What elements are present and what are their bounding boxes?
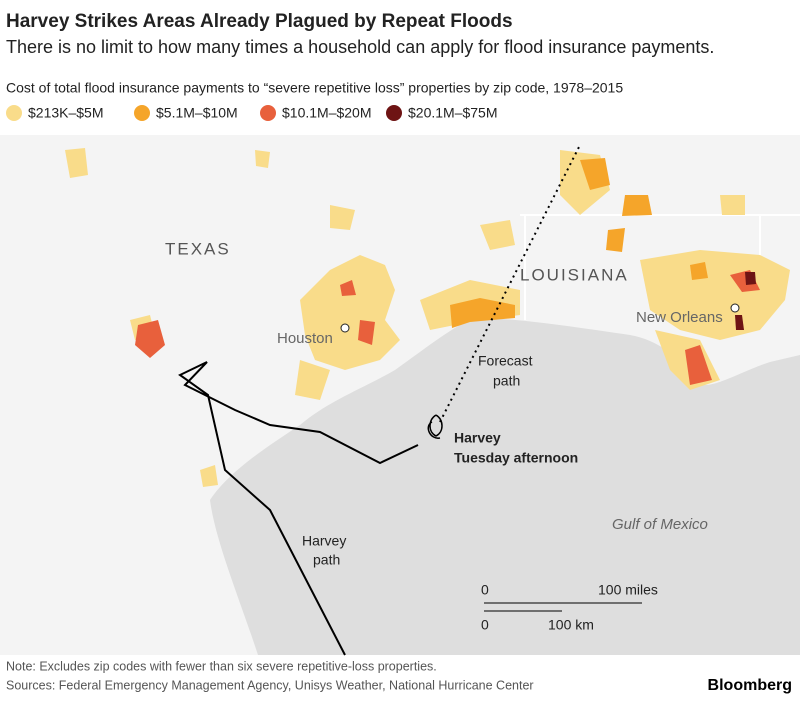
flood-zone [720,195,745,215]
scale-label: 100 km [548,617,594,633]
flood-zone [358,320,375,345]
city-label: Houston [277,330,333,347]
flood-zone [685,345,712,385]
flood-zone [65,148,88,178]
flood-zone [690,262,708,280]
harvey-label: Tuesday afternoon [454,450,578,466]
harvey-path [178,361,419,656]
sources: Sources: Federal Emergency Management Ag… [6,678,534,692]
harvey-label: Harvey [454,430,501,446]
flood-zone [735,315,744,330]
title: Harvey Strikes Areas Already Plagued by … [6,11,513,32]
houston-dot [340,323,350,333]
flood-zone [606,228,625,252]
map: TEXAS LOUISIANA Houston New Orleans Gulf… [0,135,800,656]
scale-label: 0 [481,617,489,633]
path-label: path [313,552,340,568]
flood-zone [450,298,515,328]
flood-zone [135,320,165,358]
legend-swatch [260,105,276,121]
flood-zone [745,272,756,285]
scale-label: 0 [481,582,489,598]
flood-zone [295,360,330,400]
flood-zone [622,195,652,216]
hurricane-icon [427,414,443,439]
legend: $213K–$5M $5.1M–$10M $10.1M–$20M $20.1M–$75… [6,105,498,121]
sea-label: Gulf of Mexico [612,516,708,533]
legend-label: $5.1M–$10M [156,105,238,121]
new-orleans-dot [730,303,740,313]
legend-swatch [386,105,402,121]
legend-label: $20.1M–$75M [408,105,498,121]
flood-zone [255,150,270,168]
flood-zone [580,158,610,190]
legend-title: Cost of total flood insurance payments t… [6,80,623,96]
flood-zones [65,148,790,487]
flood-zone [480,220,515,250]
state-label: LOUISIANA [520,265,629,284]
legend-label: $213K–$5M [28,105,104,121]
flood-zone [340,280,356,296]
forecast-path [439,144,581,423]
scale-label: 100 miles [598,582,658,598]
legend-label: $10.1M–$20M [282,105,372,121]
gulf [210,318,800,655]
brand: Bloomberg [708,677,792,694]
forecast-label: Forecast [478,353,533,369]
path-label: Harvey [302,533,346,549]
flood-zone [300,255,400,370]
flood-zone [330,205,355,230]
legend-swatch [6,105,22,121]
legend-swatch [134,105,150,121]
forecast-label: path [493,373,520,389]
city-label: New Orleans [636,309,723,326]
subtitle: There is no limit to how many times a ho… [6,37,714,57]
note: Note: Excludes zip codes with fewer than… [6,659,437,673]
state-label: TEXAS [165,239,231,258]
flood-zone [200,465,218,487]
